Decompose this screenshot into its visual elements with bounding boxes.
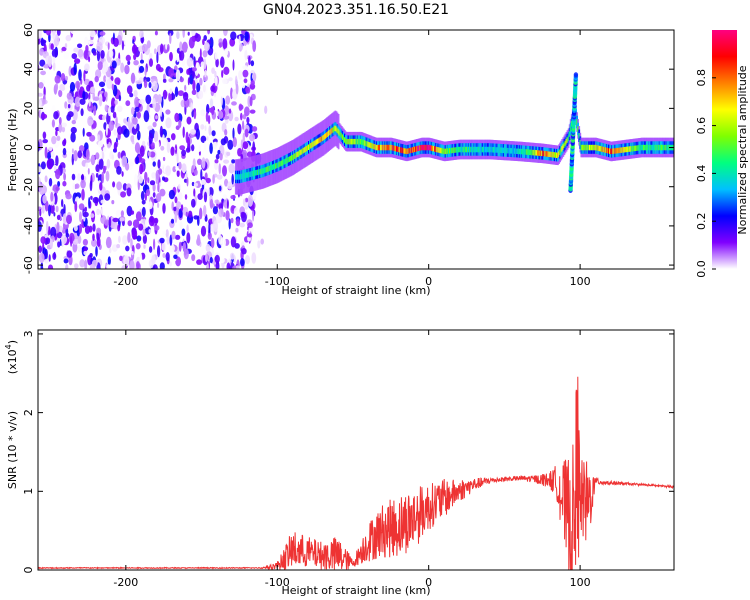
snr-ytick-label: 2 [22,409,35,416]
chart-title: GN04.2023.351.16.50.E21 [263,2,449,18]
colorbar: 0.0 0.2 0.4 0.6 0.8 Normalized spectral ampl… [695,30,749,278]
colorbar-tick-label: 0.2 [695,212,708,230]
spectrogram-ytick-label: 40 [22,62,35,76]
colorbar-tick-label: 0.6 [695,117,708,135]
spectrogram-ylabel: Frequency (Hz) [6,109,19,192]
spectrogram-ytick-label: -20 [22,178,35,196]
snr-ticks: -200 -100 0 100 0 1 2 3 [22,330,674,589]
colorbar-label: Normalized spectral amplitude [736,65,749,234]
snr-frame [37,329,675,571]
snr-xlabel: Height of straight line (km) [281,584,430,597]
snr-ytick-label: 0 [22,567,35,574]
colorbar-ticks: 0.0 0.2 0.4 0.6 0.8 [695,69,716,278]
colorbar-tick-label: 0.4 [695,165,708,183]
svg-text:(x104): (x104) [4,340,19,374]
snr-ytick-label: 3 [22,330,35,337]
spectrogram-plot-area [38,30,674,269]
spectrogram-ytick-label: 0 [22,144,35,151]
snr-plot-area [37,376,675,571]
snr-series-line [37,376,675,571]
spectrogram-xtick-label: -200 [113,275,138,288]
spectrogram-image [38,30,674,269]
snr-panel: -200 -100 0 100 0 1 2 3 Height of straight line… [4,329,675,597]
snr-ylabel: SNR (10 * v/v) [6,411,19,489]
spectrogram-xlabel: Height of straight line (km) [281,284,430,297]
snr-ytick-label: 1 [22,488,35,495]
colorbar-gradient [712,30,737,269]
snr-yscale-base: (x10 [6,349,19,374]
snr-xtick-label: -200 [113,576,138,589]
spectrogram-xtick-label: 0 [425,275,432,288]
snr-yscale: (x104) [4,340,19,374]
snr-yscale-exp: 4 [4,344,13,349]
spectrogram-ytick-label: 60 [22,23,35,37]
snr-yscale-close: ) [6,340,19,344]
colorbar-tick-label: 0.0 [695,260,708,278]
spectrogram-ytick-label: -40 [22,217,35,235]
spectrogram-xtick-label: 100 [570,275,591,288]
snr-xtick-label: 100 [570,576,591,589]
snr-xtick-label: -100 [265,576,290,589]
colorbar-tick-label: 0.8 [695,69,708,87]
spectrogram-xtick-label: -100 [265,275,290,288]
spectrogram-ytick-label: -60 [22,256,35,274]
spectrogram-frame [37,29,675,270]
snr-xtick-label: 0 [425,576,432,589]
spectrogram-ytick-label: 20 [22,101,35,115]
